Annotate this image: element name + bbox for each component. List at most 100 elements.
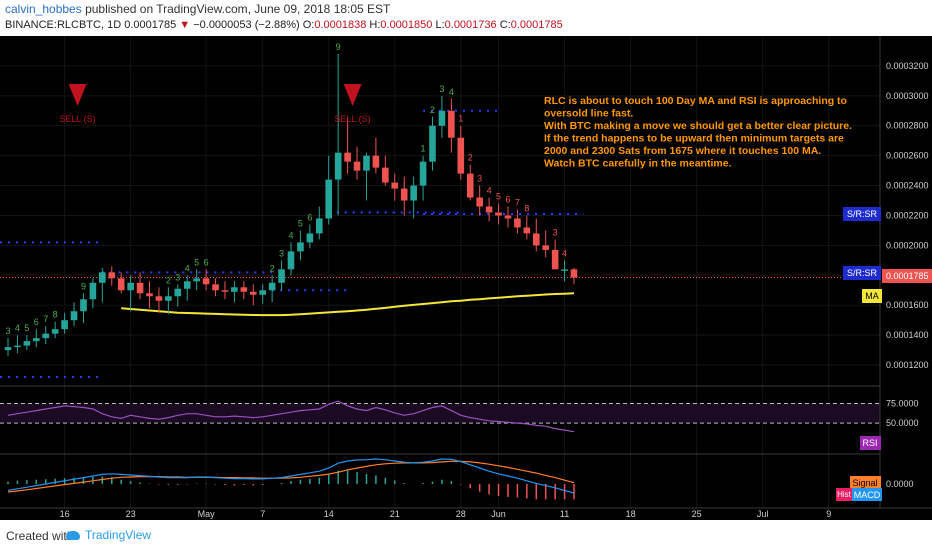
- candle-body: [146, 293, 153, 297]
- candle-body: [117, 278, 125, 291]
- td-count-label: 4: [15, 323, 20, 333]
- current-price-badge: 0.0001785: [882, 269, 932, 283]
- td-count-label: 1: [458, 114, 463, 124]
- signal-badge-label: Signal: [852, 478, 877, 488]
- candle-body: [561, 269, 568, 271]
- candle-body: [240, 287, 248, 292]
- sr-lower-label: S/R:SR: [847, 268, 878, 278]
- candle-body: [372, 155, 380, 168]
- chart-background: [0, 36, 932, 520]
- td-count-label: 3: [279, 248, 284, 258]
- candle-body: [174, 288, 182, 297]
- td-count-label: 9: [81, 281, 86, 291]
- sr-upper-badge: S/R:SR: [843, 207, 881, 221]
- candle-body: [514, 218, 521, 228]
- candle-body: [127, 282, 134, 291]
- td-count-label: 5: [24, 323, 29, 333]
- candle-body: [504, 215, 512, 219]
- price-tick-label: 0.0002000: [886, 240, 929, 250]
- td-count-label: 4: [288, 230, 293, 240]
- publish-line: calvin_hobbes published on TradingView.c…: [5, 2, 390, 16]
- time-tick-label: 21: [390, 509, 400, 519]
- td-count-label: 2: [468, 153, 473, 163]
- candle-body: [221, 290, 229, 292]
- last-price: 0.0001785: [124, 19, 177, 31]
- td-count-label: 6: [505, 195, 510, 205]
- candle-body: [419, 161, 427, 186]
- time-tick-label: 28: [456, 509, 466, 519]
- candle-body: [212, 284, 219, 291]
- candle-body: [259, 290, 267, 295]
- price-tick-label: 0.0001400: [886, 330, 929, 340]
- price-tick-label: 0.0003200: [886, 61, 929, 71]
- candle-body: [155, 296, 163, 301]
- rsi-badge-label: RSI: [862, 438, 877, 448]
- time-tick-label: 7: [260, 509, 265, 519]
- td-count-label: 4: [185, 263, 190, 273]
- candle-body: [136, 282, 144, 294]
- candle-body: [400, 188, 408, 201]
- td-count-label: 2: [430, 105, 435, 115]
- rsi-tick-label: 75.0000: [886, 399, 919, 409]
- candle-body: [183, 281, 191, 289]
- author-link[interactable]: calvin_hobbes: [5, 2, 82, 16]
- td-count-label: 3: [477, 174, 482, 184]
- candle-body: [297, 242, 304, 252]
- macd-pane: 0.0000: [7, 458, 914, 500]
- td-count-label: 1: [421, 144, 426, 154]
- candle-body: [193, 278, 200, 282]
- candle-body: [551, 249, 559, 270]
- time-tick-label: 11: [560, 509, 569, 519]
- candle-body: [287, 251, 295, 270]
- tradingview-brand: TradingView: [85, 528, 152, 542]
- td-count-label: 9: [336, 42, 341, 52]
- sell-arrow-icon: [343, 84, 362, 106]
- rsi-badge: RSI: [860, 436, 881, 450]
- annotation-note[interactable]: RLC is about to touch 100 Day MA and RSI…: [544, 95, 852, 170]
- time-tick-label: 9: [826, 509, 831, 519]
- candle-body: [485, 206, 493, 213]
- time-tick-label: 16: [60, 509, 70, 519]
- td-count-label: 5: [496, 192, 501, 202]
- time-tick-label: 18: [626, 509, 636, 519]
- candle-body: [278, 269, 285, 283]
- candle-body: [448, 110, 455, 138]
- annotation-line: RLC is about to touch 100 Day MA and RSI…: [544, 95, 847, 107]
- annotation-line: With BTC making a move we should get a b…: [544, 120, 852, 132]
- candle-body: [391, 182, 399, 189]
- sell-arrow-icon: [68, 84, 87, 106]
- time-axis[interactable]: 16 23 May 7 14 21 28 Jun 11 18 25 Jul 9: [60, 509, 832, 519]
- sell-signal-label: SELL (S): [335, 114, 371, 124]
- time-tick-label: 23: [126, 509, 136, 519]
- hist-badge-label: Hist: [837, 490, 852, 499]
- candle-body: [231, 287, 238, 292]
- candle-body: [202, 278, 210, 285]
- sr-upper-label: S/R:SR: [847, 209, 878, 219]
- macd-badge-label: MACD: [854, 490, 881, 500]
- published-text: published on TradingView.com, June 09, 2…: [81, 2, 391, 16]
- high-value: 0.0001850: [380, 19, 433, 31]
- time-tick-label: 25: [692, 509, 702, 519]
- candle-body: [457, 137, 465, 174]
- td-count-label: 8: [53, 310, 58, 320]
- rsi-pane: 75.0000 50.0000: [0, 399, 919, 433]
- sr-dotted-lines: [0, 109, 880, 379]
- candle-body: [70, 311, 78, 321]
- candle-body: [542, 245, 550, 250]
- tradingview-logo[interactable]: TradingView: [66, 528, 151, 542]
- signal-badge: Signal: [850, 476, 881, 489]
- candle-body: [80, 299, 87, 312]
- price-change: −0.0000053 (−2.88%): [193, 19, 300, 31]
- candle-body: [14, 345, 21, 348]
- cloud-icon: [66, 531, 80, 540]
- ma-badge-label: MA: [865, 291, 879, 301]
- price-tick-label: 0.0002200: [886, 210, 929, 220]
- td-count-label: 3: [553, 227, 558, 237]
- candle-body: [570, 269, 578, 278]
- time-tick-label: Jul: [757, 509, 769, 519]
- td-count-label: 5: [298, 218, 303, 228]
- td-count-label: 6: [204, 257, 209, 267]
- td-count-label: 7: [43, 314, 48, 324]
